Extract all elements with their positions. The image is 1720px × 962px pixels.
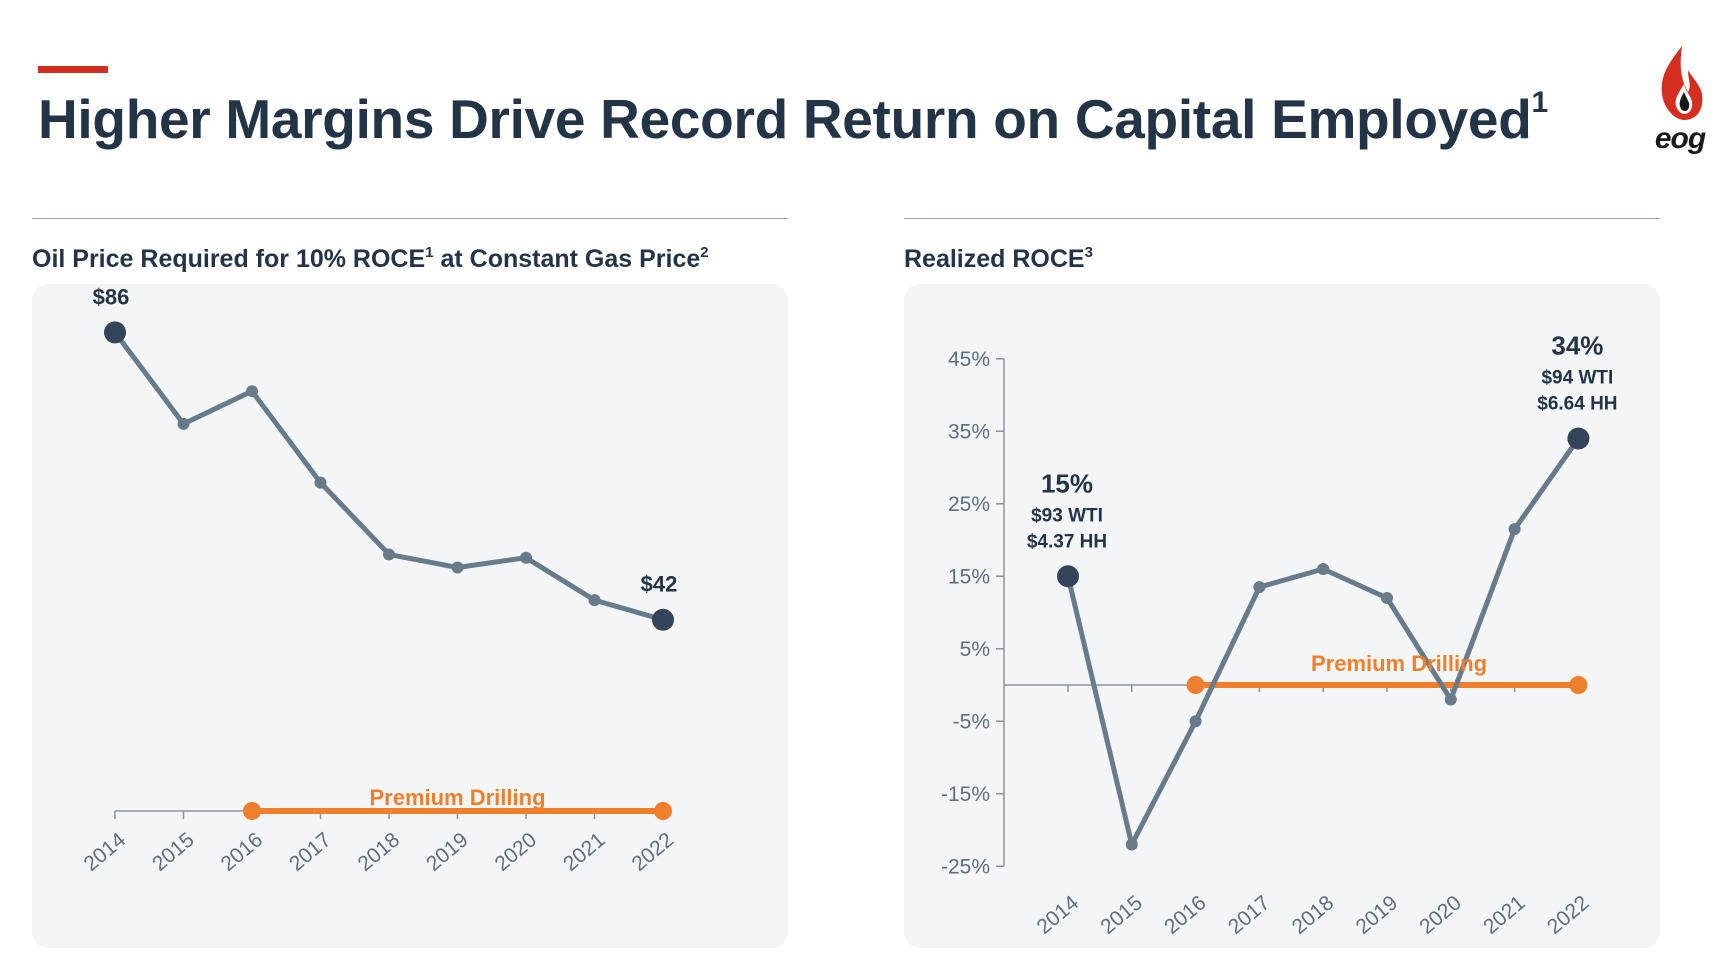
premium-drilling-label: Premium Drilling bbox=[1311, 651, 1487, 676]
data-label: $42 bbox=[641, 572, 678, 597]
data-point bbox=[383, 548, 395, 561]
endpoint-marker bbox=[1567, 427, 1590, 450]
x-tick-label: 2022 bbox=[628, 828, 679, 876]
left-line-chart: 2014 2015 2016 2017 2018 2019 2020 2021 2022 Prem… bbox=[80, 284, 679, 876]
left-chart-panel: Oil Price Required for 10% ROCE1 at Cons… bbox=[32, 218, 788, 958]
logo-wordmark: eog bbox=[1654, 122, 1706, 155]
left-chart-title-sup: 1 bbox=[425, 244, 434, 261]
roce-value-label: 34% bbox=[1551, 331, 1603, 361]
x-tick-label: 2015 bbox=[148, 828, 199, 876]
x-tick-label: 2018 bbox=[354, 828, 405, 876]
right-chart-title-sup: 3 bbox=[1084, 244, 1093, 261]
x-tick-label: 2020 bbox=[491, 828, 542, 876]
x-tick-label: 2022 bbox=[1543, 891, 1594, 939]
data-point bbox=[588, 594, 601, 607]
premium-drilling-label: Premium Drilling bbox=[369, 785, 545, 810]
data-point bbox=[1125, 838, 1138, 851]
data-point bbox=[1381, 592, 1393, 604]
x-tick-label: 2014 bbox=[80, 828, 131, 876]
x-tick-label: 2019 bbox=[422, 828, 473, 876]
right-chart-title: Realized ROCE3 bbox=[904, 244, 1093, 274]
left-chart-title-suffix: at Constant Gas Price bbox=[440, 245, 701, 273]
data-point bbox=[1508, 523, 1521, 536]
right-panel-rule bbox=[904, 218, 1660, 219]
x-tick-label: 2017 bbox=[285, 828, 336, 876]
premium-drilling-start bbox=[1186, 676, 1205, 694]
left-panel-rule bbox=[32, 218, 788, 219]
left-chart-title: Oil Price Required for 10% ROCE1 at Cons… bbox=[32, 244, 709, 274]
series-line bbox=[1065, 437, 1581, 847]
page-title: Higher Margins Drive Record Return on Ca… bbox=[38, 86, 1548, 151]
wti-price-label: $93 WTI bbox=[1031, 505, 1103, 526]
y-tick-label: -25% bbox=[941, 855, 990, 878]
y-tick-label: -5% bbox=[953, 710, 990, 733]
right-line-chart: 45% 35% 25% 15% 5% -5% -15% -25% 2014 2015 2016 201… bbox=[941, 331, 1618, 939]
data-point bbox=[520, 551, 532, 564]
y-tick-label: 5% bbox=[960, 638, 990, 661]
x-tick-label: 2018 bbox=[1288, 891, 1339, 939]
data-point bbox=[246, 385, 258, 398]
roce-value-label: 15% bbox=[1041, 468, 1093, 498]
x-tick-label: 2020 bbox=[1415, 891, 1466, 939]
right-plot-area: 45% 35% 25% 15% 5% -5% -15% -25% 2014 2015 2016 201… bbox=[904, 284, 1660, 948]
hh-price-label: $4.37 HH bbox=[1027, 531, 1107, 552]
page-title-footnote: 1 bbox=[1531, 86, 1549, 119]
right-chart-panel: Realized ROCE3 45% 35% 25% 15% 5% -5% -15% -25%… bbox=[904, 218, 1660, 958]
x-tick-label: 2015 bbox=[1096, 891, 1147, 939]
data-point bbox=[1317, 563, 1330, 575]
data-label: $86 bbox=[93, 284, 130, 309]
left-chart-title-suffix-sup: 2 bbox=[700, 244, 709, 261]
x-tick-label: 2019 bbox=[1352, 891, 1403, 939]
y-tick-label: 25% bbox=[948, 493, 990, 516]
y-tick-label: -15% bbox=[941, 783, 990, 806]
x-tick-label: 2021 bbox=[1479, 891, 1530, 939]
data-point bbox=[1189, 715, 1202, 728]
flame-icon bbox=[1661, 46, 1703, 120]
eog-logo: eog bbox=[1640, 44, 1720, 155]
left-chart-title-text: Oil Price Required for 10% ROCE bbox=[32, 245, 426, 273]
data-point bbox=[314, 476, 327, 489]
data-point bbox=[451, 561, 464, 574]
series-line bbox=[112, 330, 664, 623]
left-plot-area: 2014 2015 2016 2017 2018 2019 2020 2021 2022 Prem… bbox=[32, 284, 788, 948]
hh-price-label: $6.64 HH bbox=[1537, 394, 1617, 415]
title-accent-bar bbox=[38, 66, 108, 73]
premium-drilling-end bbox=[654, 802, 672, 820]
x-tick-label: 2017 bbox=[1224, 891, 1275, 939]
data-point bbox=[177, 417, 190, 430]
wti-price-label: $94 WTI bbox=[1541, 368, 1613, 389]
right-chart-title-text: Realized ROCE bbox=[904, 245, 1085, 273]
page-title-text: Higher Margins Drive Record Return on Ca… bbox=[38, 88, 1532, 150]
endpoint-marker bbox=[1057, 565, 1079, 588]
y-tick-label: 45% bbox=[948, 348, 990, 371]
endpoint-marker bbox=[104, 321, 126, 344]
x-tick-label: 2016 bbox=[217, 828, 268, 876]
x-tick-label: 2014 bbox=[1033, 891, 1084, 939]
y-tick-label: 35% bbox=[948, 420, 990, 443]
y-tick-label: 15% bbox=[948, 565, 990, 588]
x-tick-label: 2021 bbox=[559, 828, 610, 876]
premium-drilling-end bbox=[1569, 676, 1588, 694]
data-point bbox=[1253, 581, 1266, 594]
premium-drilling-start bbox=[243, 802, 261, 820]
data-point bbox=[1444, 693, 1457, 706]
endpoint-marker bbox=[652, 608, 674, 631]
x-tick-label: 2016 bbox=[1160, 891, 1211, 939]
